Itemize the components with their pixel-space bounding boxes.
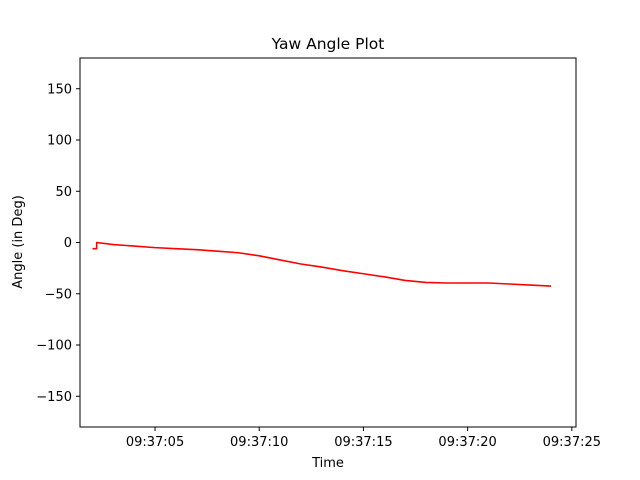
x-tick-label: 09:37:05 [126, 435, 184, 450]
y-tick-label: 150 [47, 82, 72, 97]
x-tick-label: 09:37:20 [438, 435, 496, 450]
y-tick-label: −50 [45, 287, 72, 302]
y-tick-label: 100 [47, 134, 72, 149]
x-tick-label: 09:37:10 [230, 435, 288, 450]
x-tick-label: 09:37:15 [334, 435, 392, 450]
y-tick-label: −150 [36, 390, 72, 405]
series-line-0 [92, 241, 552, 287]
y-axis-title: Angle (in Deg) [11, 195, 26, 289]
y-tick-label: 0 [64, 236, 72, 251]
x-axis-title: Time [311, 456, 344, 471]
chart-title: Yaw Angle Plot [271, 35, 385, 53]
y-tick-label: 50 [55, 185, 72, 200]
y-tick-label: −100 [36, 339, 72, 354]
x-tick-label: 09:37:25 [543, 435, 601, 450]
axis-ticks: 09:37:05 09:37:10 09:37:15 09:37:20 09:37:25… [36, 82, 601, 450]
